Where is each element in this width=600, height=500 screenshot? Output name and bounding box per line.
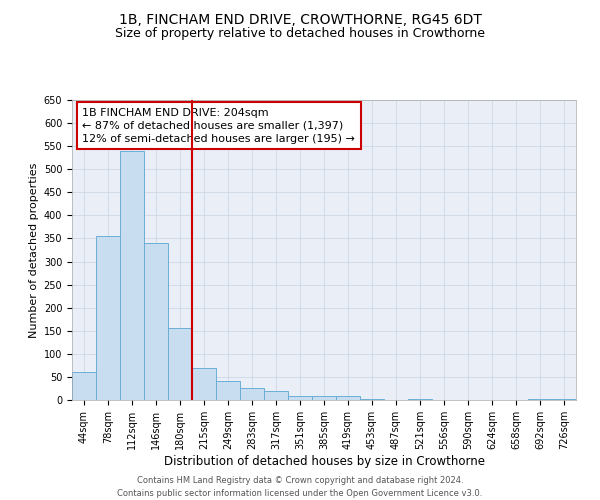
Bar	[552, 399, 576, 400]
Text: Size of property relative to detached houses in Crowthorne: Size of property relative to detached ho…	[115, 28, 485, 40]
Bar	[408, 399, 432, 400]
Bar	[120, 151, 144, 400]
X-axis label: Distribution of detached houses by size in Crowthorne: Distribution of detached houses by size …	[163, 454, 485, 468]
Bar	[144, 243, 168, 400]
Bar	[168, 328, 192, 400]
Bar	[528, 399, 552, 400]
Bar	[96, 236, 120, 400]
Y-axis label: Number of detached properties: Number of detached properties	[29, 162, 40, 338]
Bar	[312, 396, 336, 400]
Bar	[72, 372, 96, 400]
Bar	[192, 368, 216, 400]
Bar	[264, 391, 288, 400]
Bar	[360, 399, 384, 400]
Bar	[336, 396, 360, 400]
Bar	[216, 380, 240, 400]
Text: 1B, FINCHAM END DRIVE, CROWTHORNE, RG45 6DT: 1B, FINCHAM END DRIVE, CROWTHORNE, RG45 …	[119, 12, 481, 26]
Bar	[288, 396, 312, 400]
Bar	[240, 388, 264, 400]
Text: Contains HM Land Registry data © Crown copyright and database right 2024.
Contai: Contains HM Land Registry data © Crown c…	[118, 476, 482, 498]
Text: 1B FINCHAM END DRIVE: 204sqm
← 87% of detached houses are smaller (1,397)
12% of: 1B FINCHAM END DRIVE: 204sqm ← 87% of de…	[82, 108, 355, 144]
